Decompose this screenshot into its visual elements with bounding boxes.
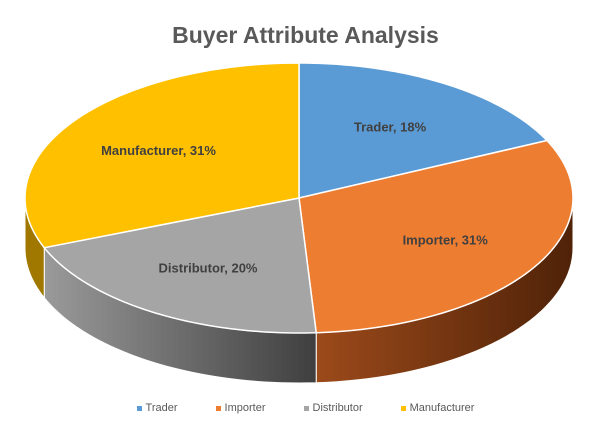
legend-item-trader[interactable]: Trader [136,402,178,414]
legend-item-distributor[interactable]: Distributor [303,402,363,414]
slice-label-manufacturer: Manufacturer, 31% [101,143,216,158]
legend: Trader Importer Distributor Manufacturer [0,402,611,414]
pie-tops [24,62,574,334]
legend-swatch [303,405,309,411]
slice-importer[interactable] [298,139,574,334]
slice-label-distributor: Distributor, 20% [159,261,258,276]
legend-swatch [400,405,406,411]
slice-trader[interactable] [298,62,549,199]
slice-label-importer: Importer, 31% [403,233,489,248]
pie-labels: Trader, 18% Importer, 31% Distributor, 20%… [101,119,488,275]
legend-item-manufacturer[interactable]: Manufacturer [400,402,475,414]
legend-label: Manufacturer [409,402,475,414]
legend-label: Distributor [312,402,363,414]
pie-sides [24,197,574,384]
legend-item-importer[interactable]: Importer [215,402,266,414]
legend-label: Trader [145,402,178,414]
chart-title: Buyer Attribute Analysis [172,22,439,48]
slice-label-trader: Trader, 18% [354,119,427,134]
legend-swatch [136,405,142,411]
slice-manufacturer[interactable] [24,62,300,249]
legend-swatch [215,405,221,411]
legend-label: Importer [224,402,266,414]
slice-distributor[interactable] [42,197,318,334]
